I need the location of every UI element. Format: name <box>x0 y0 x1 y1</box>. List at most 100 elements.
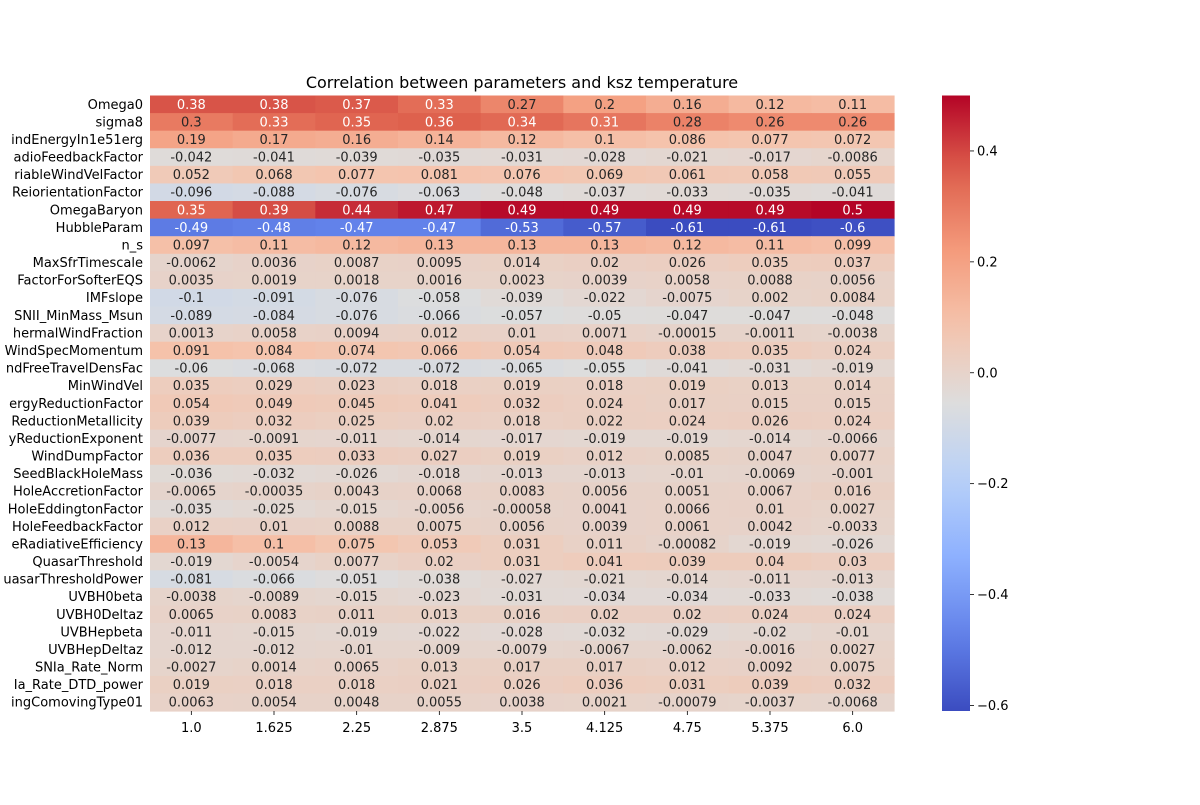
heatmap-cell <box>398 148 482 167</box>
heatmap-cell <box>646 253 730 272</box>
cell-value-label: 0.31 <box>590 115 619 130</box>
cell-value-label: 0.0094 <box>334 326 380 341</box>
cell-value-label: -0.47 <box>340 221 374 236</box>
heatmap-cell <box>646 482 730 501</box>
cell-value-label: 0.039 <box>173 414 210 429</box>
heatmap-cell <box>646 288 730 308</box>
heatmap-cell <box>563 464 647 483</box>
cell-value-label: -0.066 <box>253 573 295 588</box>
y-tick-label: MinWindVel <box>68 379 143 394</box>
cell-value-label: 0.0061 <box>665 520 711 535</box>
x-tick-labels: 1.0 1.625 2.25 2.875 3.5 4.125 4.75 5.375 6.0 <box>181 711 863 736</box>
cell-value-label: 0.5 <box>842 203 863 218</box>
heatmap-cell <box>150 288 234 308</box>
heatmap-cell <box>728 359 812 378</box>
cell-value-label: -0.019 <box>336 625 378 640</box>
heatmap-cell <box>232 113 316 132</box>
cell-value-label: 0.0051 <box>665 485 711 500</box>
heatmap-cell <box>150 412 234 431</box>
y-tick-label: riableWindVelFactor <box>14 168 143 183</box>
heatmap-cell <box>315 324 399 343</box>
cell-value-label: -0.028 <box>584 151 626 166</box>
cell-value-label: 0.035 <box>173 379 210 394</box>
heatmap-cell <box>150 535 234 554</box>
cell-value-label: 0.0016 <box>417 274 463 289</box>
heatmap-cell <box>646 429 730 448</box>
cell-value-label: -0.028 <box>501 625 543 640</box>
heatmap-cell <box>232 623 316 642</box>
heatmap-cell <box>398 429 482 448</box>
heatmap-cell <box>315 359 399 378</box>
heatmap-cell <box>398 113 482 132</box>
cell-value-label: 0.024 <box>669 414 706 429</box>
heatmap-cell <box>315 482 399 501</box>
y-tick-label: eRadiativeEfficiency <box>11 537 143 552</box>
cell-value-label: -0.018 <box>418 467 460 482</box>
heatmap-cell <box>232 535 316 554</box>
heatmap-cell <box>150 95 234 114</box>
heatmap-cell <box>232 130 316 149</box>
y-tick-label: OmegaBaryon <box>50 203 143 218</box>
cell-value-label: 0.0075 <box>417 520 463 535</box>
y-tick-label: uasarThresholdPower <box>3 573 143 588</box>
cell-value-label: -0.012 <box>253 643 295 658</box>
cell-value-label: -0.039 <box>336 151 378 166</box>
heatmap-cell <box>563 623 647 642</box>
cell-value-label: -0.089 <box>170 309 212 324</box>
cell-value-label: -0.013 <box>584 467 626 482</box>
cell-value-label: -0.0065 <box>166 485 216 500</box>
heatmap-cell <box>646 271 730 290</box>
heatmap-cell <box>232 306 316 325</box>
heatmap-cell <box>563 324 647 343</box>
heatmap-cell <box>150 253 234 272</box>
cell-value-label: 0.021 <box>421 678 458 693</box>
cell-value-label: 0.016 <box>503 608 540 623</box>
cell-value-label: -0.0038 <box>828 326 878 341</box>
cell-value-label: -0.53 <box>505 221 539 236</box>
heatmap-cell <box>398 218 482 237</box>
y-tick-label: adioFeedbackFactor <box>14 151 144 166</box>
cell-value-label: 0.077 <box>338 168 375 183</box>
heatmap-cell <box>728 412 812 431</box>
heatmap-cell <box>150 552 234 571</box>
cell-value-label: 0.0013 <box>169 326 215 341</box>
y-tick-label: UVBHepbeta <box>60 625 143 640</box>
cell-value-label: -0.0077 <box>166 432 216 447</box>
heatmap-cell <box>398 394 482 413</box>
cell-value-label: -0.035 <box>418 151 460 166</box>
cell-value-label: -0.0062 <box>662 643 712 658</box>
cell-value-label: -0.06 <box>175 362 209 377</box>
heatmap-cell <box>232 693 316 712</box>
cell-value-label: 0.0035 <box>169 274 215 289</box>
cell-value-label: 0.019 <box>503 450 540 465</box>
cell-value-label: -0.013 <box>832 573 874 588</box>
cell-value-label: 0.2 <box>594 98 615 113</box>
heatmap-cell <box>646 535 730 554</box>
heatmap-cell <box>728 341 812 360</box>
heatmap-cell <box>646 552 730 571</box>
heatmap-cell <box>315 130 399 149</box>
heatmap-cell <box>728 288 812 308</box>
cell-value-label: 0.02 <box>590 608 619 623</box>
cell-value-label: -0.088 <box>253 186 295 201</box>
heatmap-cell <box>150 165 234 185</box>
heatmap-cell <box>150 359 234 378</box>
cell-value-label: 0.28 <box>673 115 702 130</box>
cell-value-label: 0.0071 <box>582 326 628 341</box>
heatmap-cell <box>646 113 730 132</box>
heatmap-cell <box>315 693 399 712</box>
heatmap-cell <box>398 552 482 571</box>
cell-value-label: 0.086 <box>669 133 706 148</box>
heatmap-cell <box>728 552 812 571</box>
cell-value-label: 0.018 <box>255 678 292 693</box>
cell-value-label: -0.021 <box>584 573 626 588</box>
heatmap-cell <box>315 341 399 360</box>
cell-value-label: -0.02 <box>753 625 787 640</box>
heatmap-cell <box>811 359 895 378</box>
heatmap-cell <box>150 183 234 202</box>
heatmap-cell <box>398 447 482 466</box>
heatmap-cell <box>150 482 234 501</box>
heatmap-cell <box>150 675 234 695</box>
y-tick-label: Ia_Rate_DTD_power <box>14 678 144 693</box>
cell-value-label: 0.1 <box>594 133 615 148</box>
